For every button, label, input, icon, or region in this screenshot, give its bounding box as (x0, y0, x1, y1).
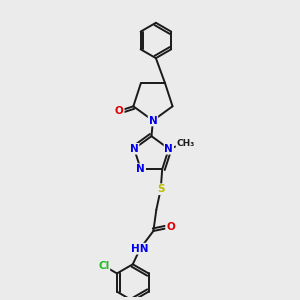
Text: CH₃: CH₃ (176, 139, 195, 148)
Text: N: N (164, 144, 173, 154)
Text: Cl: Cl (98, 261, 109, 271)
Text: N: N (148, 116, 157, 126)
Text: N: N (136, 164, 145, 174)
Text: O: O (166, 223, 175, 232)
Text: S: S (157, 184, 164, 194)
Text: HN: HN (131, 244, 149, 254)
Text: N: N (130, 144, 139, 154)
Text: O: O (115, 106, 124, 116)
